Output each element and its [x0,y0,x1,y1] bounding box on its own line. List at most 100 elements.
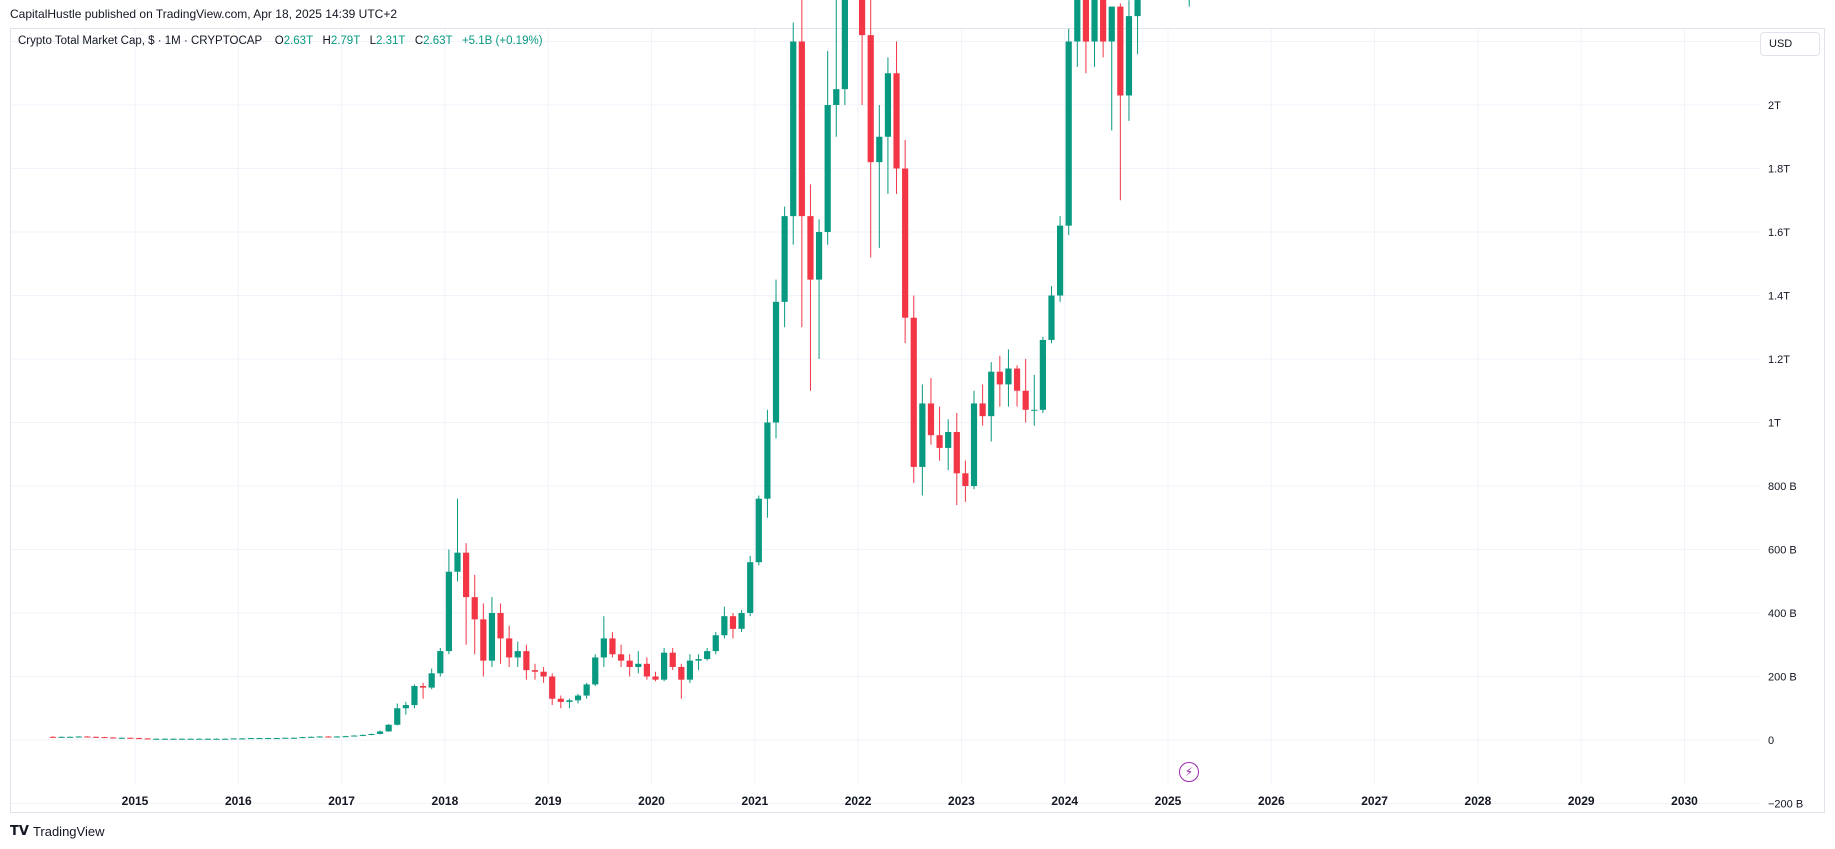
y-tick-label: −200 B [1768,799,1803,811]
currency-selector[interactable]: USD [1760,32,1820,56]
candle-body [472,597,478,619]
symbol-name[interactable]: Crypto Total Market Cap, $ · 1M · CRYPTO… [18,35,262,47]
low-value: 2.31T [376,35,405,47]
close-label: C [415,35,423,47]
candle-body [945,432,951,448]
y-tick-label: 800 B [1768,481,1797,493]
candle-body [876,137,882,162]
candle-body [343,736,349,737]
candle-body [532,670,538,672]
candle-body [1109,7,1115,42]
candle-body [644,664,650,677]
x-tick-label: 2027 [1361,794,1388,808]
candle-body [265,738,271,739]
candle-body [101,737,107,738]
candle-body [540,672,546,677]
candle-body [153,739,159,740]
footer-brand[interactable]: 𝗧𝗩 TradingView [10,823,104,839]
tradingview-logo-icon: 𝗧𝗩 [10,823,29,839]
candle-body [756,499,762,563]
lightning-icon[interactable]: ⚡ [1179,762,1199,782]
candle-body [136,738,142,739]
candle-body [885,73,891,137]
x-tick-label: 2028 [1465,794,1492,808]
candle-body [988,372,994,416]
candle-body [256,738,262,739]
candle-body [1091,0,1097,41]
candle-body [386,725,392,732]
candle-body [773,302,779,423]
candle-body [93,737,99,738]
candle-body [368,734,374,735]
candle-body [239,738,245,739]
candle-body [506,638,512,657]
y-tick-label: 400 B [1768,608,1797,620]
y-tick-label: 0 [1768,735,1774,747]
candle-body [627,661,633,667]
x-tick-label: 2023 [948,794,975,808]
candle-body [411,686,417,705]
candle-body [721,616,727,635]
candle-body [1048,296,1054,340]
candle-body [893,73,899,168]
candle-body [67,737,73,738]
candle-body [954,432,960,473]
x-tick-label: 2029 [1568,794,1595,808]
candle-body [523,651,529,670]
candle-body [196,739,202,740]
candle-body [454,553,460,572]
candle-body [566,700,572,702]
candle-body [738,613,744,629]
candle-body [782,216,788,302]
candle-body [377,731,383,734]
y-tick-label: 1.4T [1768,291,1790,303]
candle-body [334,737,340,738]
candle-body [308,737,314,738]
x-tick-label: 2030 [1671,794,1698,808]
candle-body [971,403,977,486]
candle-body [859,0,865,35]
candle-body [687,661,693,680]
candle-body [670,653,676,667]
candle-body [661,653,667,680]
candle-body [1066,42,1072,226]
y-tick-label: 1.2T [1768,354,1790,366]
candle-body [360,735,366,736]
candle-body [188,739,194,740]
candle-body [825,105,831,232]
x-tick-label: 2022 [845,794,872,808]
candle-body [833,89,839,105]
candle-body [50,737,56,738]
candle-body [76,737,82,738]
candle-body [919,403,925,467]
candle-body [997,372,1003,385]
change-value: +5.1B (+0.19%) [462,35,543,47]
candle-body [317,737,323,738]
candle-body [816,232,822,280]
candle-body [635,664,641,667]
candle-body [695,659,701,661]
candle-body [179,739,185,740]
candle-body [807,216,813,280]
candle-body [592,657,598,684]
candle-body [282,738,288,739]
candle-body [480,619,486,660]
y-tick-label: 200 B [1768,672,1797,684]
x-tick-label: 2024 [1051,794,1078,808]
candle-body [747,562,753,613]
candle-body [713,635,719,651]
x-tick-label: 2018 [432,794,459,808]
candle-body [980,403,986,416]
x-tick-label: 2026 [1258,794,1285,808]
candle-body [704,651,710,659]
candle-body [609,638,615,654]
candle-body [162,739,168,740]
candle-body [58,737,64,738]
candle-body [1014,369,1020,391]
candle-body [868,35,874,162]
candle-body [420,686,426,688]
footer-brand-label: TradingView [33,824,105,839]
x-tick-label: 2016 [225,794,252,808]
candlestick-chart[interactable]: −200 B0200 B400 B600 B800 B1T1.2T1.4T1.6… [0,0,1835,849]
candle-body [291,738,297,739]
